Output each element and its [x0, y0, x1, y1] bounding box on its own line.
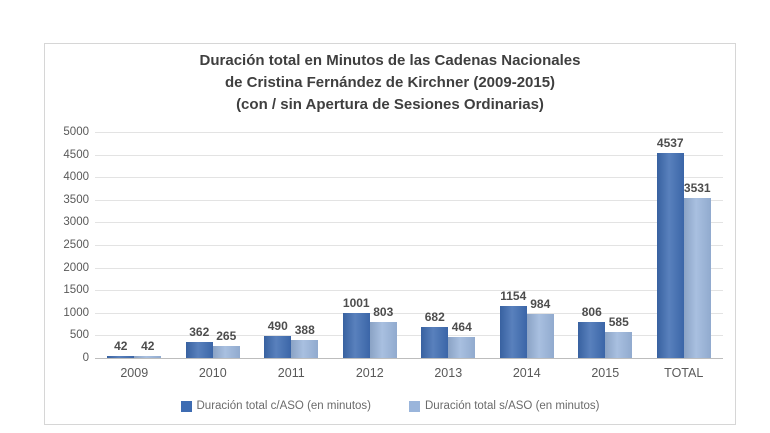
y-axis-tick-label: 3000 [63, 216, 89, 229]
bar-value-label: 1001 [342, 295, 370, 310]
x-axis-labels: 2009 2010 2011 2012 2013 2014 2015 TOTAL [95, 366, 723, 380]
bar-group: 1001 803 [331, 132, 410, 358]
bar-groups: 42 42 362 265 490 388 1001 803 682 464 1154 984 806 5… [95, 132, 723, 358]
y-axis-tick-label: 1000 [63, 306, 89, 319]
y-axis-tick-label: 500 [69, 329, 89, 342]
bar-value-label: 42 [141, 339, 155, 353]
x-axis-tick-label: 2010 [198, 366, 227, 380]
gridline [95, 335, 723, 337]
y-axis-tick-label: 4500 [63, 148, 89, 161]
gridline [95, 154, 723, 156]
bar-value-label: 585 [608, 314, 629, 329]
x-axis-tick-label: 2011 [277, 366, 305, 380]
gridline [95, 132, 723, 133]
x-axis-tick-label: TOTAL [664, 366, 704, 380]
bar-group: 806 585 [566, 132, 645, 358]
y-axis-tick-label: 1500 [63, 284, 89, 297]
legend-label-cASO: Duración total c/ASO (en minutos) [196, 400, 372, 412]
gridline [95, 312, 723, 314]
bar-sASO: 464 [448, 320, 476, 358]
bar-cASO: 682 [421, 310, 449, 358]
gridline [95, 177, 723, 179]
legend-swatch-cASO [180, 400, 192, 412]
chart-title-line-1: Duración total en Minutos de las Cadenas… [199, 52, 581, 69]
bar-sASO: 984 [526, 297, 554, 358]
bar-sASO: 265 [212, 329, 240, 358]
y-axis-tick-label: 2000 [63, 261, 89, 274]
bar-value-label: 3531 [683, 181, 711, 196]
plot-area: 42 42 362 265 490 388 1001 803 682 464 1154 984 806 5… [95, 132, 723, 359]
chart-title-line-2: de Cristina Fernández de Kirchner (2009-… [224, 74, 556, 91]
bar-value-label: 464 [451, 320, 472, 335]
bar-cASO: 42 [107, 339, 135, 358]
bar-group: 682 464 [409, 132, 488, 358]
bar-cASO: 4537 [656, 136, 684, 358]
bar-group: 1154 984 [488, 132, 567, 358]
x-axis-tick-label: 2009 [120, 366, 149, 380]
chart-frame: Duración total en Minutos de las Cadenas… [44, 43, 736, 425]
y-axis-tick-label: 3500 [63, 193, 89, 206]
bar-sASO: 388 [291, 323, 319, 358]
bar-value-label: 4537 [656, 135, 684, 150]
gridline [95, 290, 723, 292]
legend-swatch-sASO [409, 400, 420, 412]
legend-item-sASO: Duración total s/ASO (en minutos) [409, 400, 600, 412]
bar-value-label: 42 [114, 339, 128, 353]
bar-cASO: 490 [264, 319, 292, 358]
y-axis-tick-label: 4000 [63, 171, 89, 184]
bar-value-label: 388 [294, 323, 315, 338]
bar-value-label: 984 [530, 296, 551, 311]
x-axis-tick-label: 2012 [355, 366, 384, 380]
bar-cASO: 806 [578, 305, 606, 358]
chart-title-line-3: (con / sin Apertura de Sesiones Ordinari… [236, 96, 544, 113]
bar-value-label: 265 [216, 329, 237, 344]
bar-value-label: 803 [373, 304, 394, 319]
bar-value-label: 682 [424, 310, 445, 325]
bar-group: 4537 3531 [645, 132, 724, 358]
bar-sASO: 803 [369, 305, 397, 358]
x-axis-tick-label: 2014 [512, 366, 541, 380]
x-axis-line [95, 358, 723, 359]
bar-group: 42 42 [95, 132, 174, 358]
bar-sASO: 42 [134, 339, 162, 358]
gridline [95, 267, 723, 269]
chart-title: Duración total en Minutos de las Cadenas… [45, 50, 735, 116]
bar-value-label: 806 [581, 304, 602, 319]
legend-item-cASO: Duración total c/ASO (en minutos) [180, 400, 372, 412]
gridline [95, 245, 723, 246]
x-axis-tick-label: 2015 [591, 366, 620, 380]
bar-cASO: 1001 [342, 296, 370, 358]
chart-legend: Duración total c/ASO (en minutos) Duraci… [45, 400, 735, 412]
bar-sASO: 3531 [683, 181, 711, 358]
legend-label-sASO: Duración total s/ASO (en minutos) [425, 400, 600, 412]
gridline [95, 199, 723, 201]
bar-sASO: 585 [605, 315, 633, 358]
y-axis-tick-label: 0 [82, 352, 89, 364]
bar-cASO: 362 [185, 325, 213, 358]
bar-value-label: 490 [267, 318, 288, 333]
gridline [95, 222, 723, 224]
bar-group: 362 265 [174, 132, 253, 358]
bar-cASO: 1154 [499, 289, 527, 358]
bar-group: 490 388 [252, 132, 331, 358]
y-axis-tick-label: 2500 [63, 239, 89, 251]
x-axis-tick-label: 2013 [434, 366, 463, 380]
y-axis-labels: 0 500 1000 1500 2000 2500 3000 3500 4000 4500 5000 [49, 126, 89, 364]
bar-value-label: 362 [189, 324, 210, 339]
y-axis-tick-label: 5000 [63, 126, 89, 138]
bar-value-label: 1154 [500, 288, 527, 303]
